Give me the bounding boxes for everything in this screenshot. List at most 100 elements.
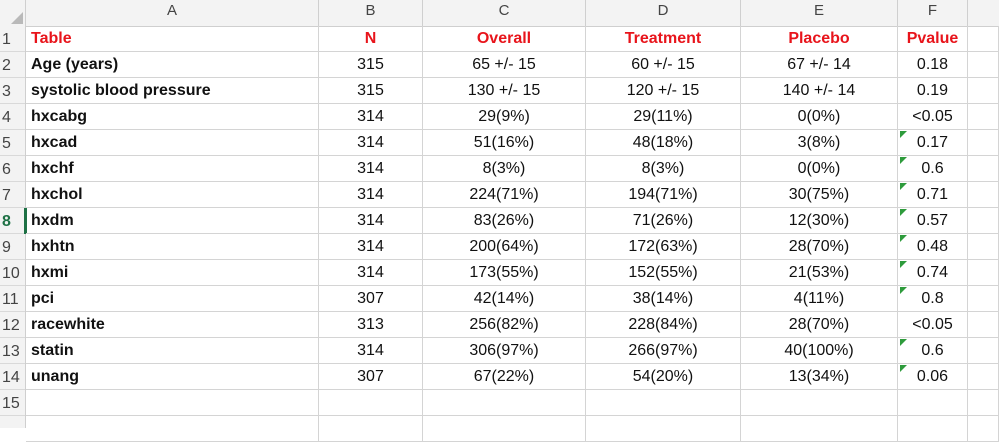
cell-treatment[interactable]: 120 +/- 15 <box>586 78 741 103</box>
cell-treatment[interactable]: 266(97%) <box>586 338 741 363</box>
empty-cell[interactable] <box>898 416 968 441</box>
cell-label[interactable]: hxchf <box>26 156 319 181</box>
cell-pvalue[interactable]: 0.19 <box>898 78 968 103</box>
row-header-7[interactable]: 7 <box>0 182 25 208</box>
empty-cell[interactable] <box>423 416 586 441</box>
cell-placebo[interactable]: 4(11%) <box>741 286 898 311</box>
cell-n[interactable]: 307 <box>319 286 423 311</box>
row-header-9[interactable]: 9 <box>0 234 25 260</box>
row-header-15[interactable]: 15 <box>0 390 25 416</box>
empty-cell[interactable] <box>968 26 999 51</box>
cell-pvalue[interactable]: 0.6 <box>898 156 968 181</box>
column-header-b[interactable]: B <box>319 0 423 26</box>
cell-pvalue[interactable]: 0.18 <box>898 52 968 77</box>
empty-cell[interactable] <box>968 208 999 233</box>
cell-placebo[interactable]: 13(34%) <box>741 364 898 389</box>
empty-cell[interactable] <box>968 78 999 103</box>
cell-label[interactable]: hxmi <box>26 260 319 285</box>
row-header-13[interactable]: 13 <box>0 338 25 364</box>
cell-placebo[interactable]: 67 +/- 14 <box>741 52 898 77</box>
cell-n[interactable]: 314 <box>319 338 423 363</box>
empty-cell[interactable] <box>968 130 999 155</box>
cell-placebo[interactable]: 21(53%) <box>741 260 898 285</box>
cell-pvalue[interactable]: 0.71 <box>898 182 968 207</box>
cell-label[interactable]: hxdm <box>26 208 319 233</box>
cell-n[interactable]: 307 <box>319 364 423 389</box>
header-cell-label[interactable]: Table <box>26 26 319 51</box>
cell-overall[interactable]: 130 +/- 15 <box>423 78 586 103</box>
row-header-3[interactable]: 3 <box>0 78 25 104</box>
number-as-text-flag-icon[interactable] <box>900 209 907 216</box>
empty-cell[interactable] <box>968 234 999 259</box>
select-all-corner[interactable] <box>0 0 26 26</box>
column-header-e[interactable]: E <box>741 0 898 26</box>
cell-overall[interactable]: 256(82%) <box>423 312 586 337</box>
empty-cell[interactable] <box>423 390 586 415</box>
row-header-10[interactable]: 10 <box>0 260 25 286</box>
cell-overall[interactable]: 42(14%) <box>423 286 586 311</box>
cell-placebo[interactable]: 0(0%) <box>741 156 898 181</box>
cell-treatment[interactable]: 228(84%) <box>586 312 741 337</box>
cell-label[interactable]: hxhtn <box>26 234 319 259</box>
empty-cell[interactable] <box>968 312 999 337</box>
column-header-c[interactable]: C <box>423 0 586 26</box>
cell-n[interactable]: 314 <box>319 156 423 181</box>
header-cell-n[interactable]: N <box>319 26 423 51</box>
cell-placebo[interactable]: 40(100%) <box>741 338 898 363</box>
header-cell-placebo[interactable]: Placebo <box>741 26 898 51</box>
row-header-8[interactable]: 8 <box>0 208 25 234</box>
cell-overall[interactable]: 306(97%) <box>423 338 586 363</box>
cell-label[interactable]: racewhite <box>26 312 319 337</box>
row-header-12[interactable]: 12 <box>0 312 25 338</box>
cell-overall[interactable]: 65 +/- 15 <box>423 52 586 77</box>
cell-label[interactable]: unang <box>26 364 319 389</box>
cell-placebo[interactable]: 28(70%) <box>741 234 898 259</box>
empty-cell[interactable] <box>968 338 999 363</box>
cell-label[interactable]: systolic blood pressure <box>26 78 319 103</box>
cell-pvalue[interactable]: 0.48 <box>898 234 968 259</box>
row-header-14[interactable]: 14 <box>0 364 25 390</box>
cell-n[interactable]: 314 <box>319 208 423 233</box>
empty-cell[interactable] <box>968 416 999 441</box>
empty-cell[interactable] <box>741 416 898 441</box>
empty-cell[interactable] <box>586 416 741 441</box>
empty-cell[interactable] <box>741 390 898 415</box>
number-as-text-flag-icon[interactable] <box>900 183 907 190</box>
cell-pvalue[interactable]: 0.8 <box>898 286 968 311</box>
number-as-text-flag-icon[interactable] <box>900 287 907 294</box>
cell-n[interactable]: 315 <box>319 52 423 77</box>
number-as-text-flag-icon[interactable] <box>900 365 907 372</box>
row-header-1[interactable]: 1 <box>0 26 25 52</box>
cell-treatment[interactable]: 71(26%) <box>586 208 741 233</box>
empty-cell[interactable] <box>968 52 999 77</box>
row-header-4[interactable]: 4 <box>0 104 25 130</box>
cell-overall[interactable]: 67(22%) <box>423 364 586 389</box>
cell-label[interactable]: hxchol <box>26 182 319 207</box>
empty-cell[interactable] <box>968 390 999 415</box>
cell-placebo[interactable]: 0(0%) <box>741 104 898 129</box>
empty-cell[interactable] <box>26 390 319 415</box>
cell-overall[interactable]: 29(9%) <box>423 104 586 129</box>
cell-n[interactable]: 314 <box>319 182 423 207</box>
empty-cell[interactable] <box>968 182 999 207</box>
cell-treatment[interactable]: 48(18%) <box>586 130 741 155</box>
cell-pvalue[interactable]: 0.6 <box>898 338 968 363</box>
empty-cell[interactable] <box>968 156 999 181</box>
empty-cell[interactable] <box>319 390 423 415</box>
cell-placebo[interactable]: 12(30%) <box>741 208 898 233</box>
header-cell-pvalue[interactable]: Pvalue <box>898 26 968 51</box>
header-cell-overall[interactable]: Overall <box>423 26 586 51</box>
column-header-f[interactable]: F <box>898 0 968 26</box>
cell-placebo[interactable]: 30(75%) <box>741 182 898 207</box>
cell-placebo[interactable]: 3(8%) <box>741 130 898 155</box>
empty-cell[interactable] <box>968 286 999 311</box>
cell-n[interactable]: 315 <box>319 78 423 103</box>
cell-n[interactable]: 314 <box>319 130 423 155</box>
cell-treatment[interactable]: 38(14%) <box>586 286 741 311</box>
cell-overall[interactable]: 51(16%) <box>423 130 586 155</box>
row-header-2[interactable]: 2 <box>0 52 25 78</box>
cell-treatment[interactable]: 54(20%) <box>586 364 741 389</box>
empty-cell[interactable] <box>26 416 319 441</box>
cell-treatment[interactable]: 172(63%) <box>586 234 741 259</box>
cell-pvalue[interactable]: <0.05 <box>898 104 968 129</box>
